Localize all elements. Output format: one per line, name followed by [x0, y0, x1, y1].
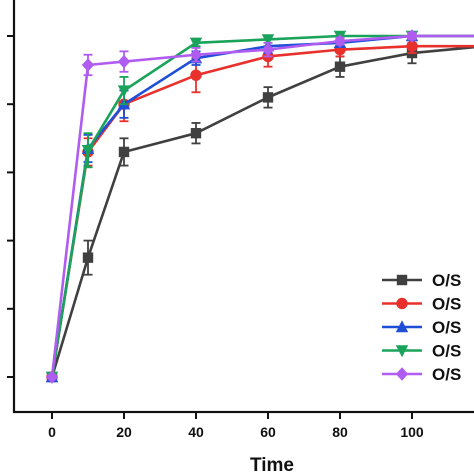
- data-point: [395, 320, 409, 333]
- data-point: [333, 34, 347, 48]
- data-point: [82, 252, 94, 263]
- legend-item: O/S: [382, 318, 461, 337]
- legend-label: O/S: [432, 271, 461, 290]
- series-line: [50, 34, 474, 378]
- data-point: [81, 58, 95, 72]
- series-4: [45, 30, 474, 384]
- data-point: [189, 37, 203, 50]
- legend-item: O/S: [382, 365, 461, 384]
- x-tick-label: 40: [188, 424, 204, 440]
- series-layer: [45, 29, 474, 384]
- data-point: [81, 145, 95, 157]
- legend-label: O/S: [432, 295, 461, 314]
- data-point: [190, 127, 202, 139]
- data-point: [189, 48, 203, 62]
- data-point: [261, 42, 275, 57]
- data-point: [117, 54, 131, 69]
- plot-border: [12, 0, 474, 414]
- plot-frame: [12, 0, 474, 414]
- data-point: [262, 92, 274, 103]
- data-point: [190, 69, 202, 81]
- series-5: [45, 29, 474, 384]
- legend-label: O/S: [432, 342, 461, 361]
- data-point: [396, 274, 408, 286]
- x-tick-label: 0: [48, 424, 56, 440]
- legend-item: O/S: [382, 271, 461, 290]
- data-point: [406, 40, 418, 52]
- x-axis-title: Time: [250, 455, 294, 474]
- data-point: [396, 297, 408, 310]
- legend-item: O/S: [382, 295, 461, 314]
- series-2: [46, 38, 474, 383]
- legend-item: O/S: [382, 342, 461, 361]
- legend-label: O/S: [432, 365, 461, 384]
- data-point: [405, 29, 419, 43]
- data-point: [117, 85, 131, 98]
- data-point: [395, 367, 409, 381]
- x-tick-label: 80: [332, 424, 348, 440]
- y-axis-ticks: [7, 35, 14, 378]
- series-line: [50, 45, 474, 378]
- data-point: [334, 61, 346, 72]
- data-point: [118, 146, 130, 158]
- series-3: [45, 29, 474, 383]
- data-point: [261, 34, 275, 47]
- x-tick-label: 100: [400, 424, 424, 440]
- x-tick-label: 20: [116, 424, 132, 440]
- x-axis-ticks: 0 20 40 60 80 100: [48, 412, 424, 440]
- legend-label: O/S: [432, 318, 461, 337]
- x-tick-label: 60: [260, 424, 276, 440]
- data-point: [395, 345, 409, 358]
- data-point: [45, 370, 59, 384]
- series-1: [46, 41, 474, 383]
- series-line: [50, 44, 474, 378]
- legend: O/S O/S O/S O/S O/S: [382, 271, 461, 384]
